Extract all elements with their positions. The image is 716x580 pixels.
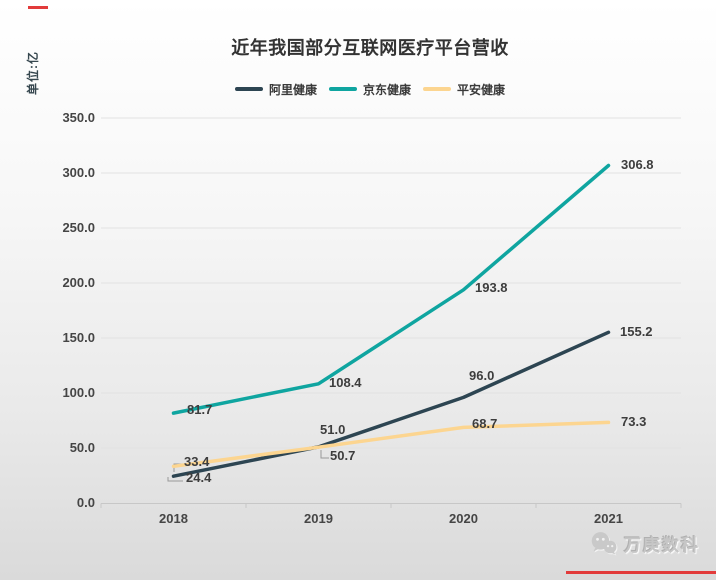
accent-line-top <box>28 6 48 9</box>
legend-item: 阿里健康 <box>234 81 317 98</box>
data-label-阿里健康-2020: 96.0 <box>469 368 495 383</box>
legend-line-swatch <box>423 87 451 91</box>
y-axis-tick-label: 200.0 <box>62 275 95 290</box>
x-axis-year-label: 2018 <box>159 511 188 526</box>
data-label-平安健康-2018: 33.4 <box>184 454 210 469</box>
x-axis-year-label: 2020 <box>449 511 478 526</box>
x-axis-year-label: 2021 <box>594 511 623 526</box>
label-leader-line <box>320 450 329 459</box>
series-line-京东健康 <box>171 163 611 415</box>
y-axis-tick-label: 350.0 <box>62 110 95 125</box>
data-label-京东健康-2021: 306.8 <box>621 157 654 172</box>
y-axis-tick-label: 300.0 <box>62 165 95 180</box>
y-axis-tick-label: 0.0 <box>76 495 95 510</box>
y-axis-tick-label: 150.0 <box>62 330 95 345</box>
data-label-阿里健康-2021: 155.2 <box>620 324 653 339</box>
series-line-平安健康 <box>171 420 611 469</box>
data-label-阿里健康-2018: 24.4 <box>186 470 212 485</box>
accent-line-bottom <box>566 571 716 574</box>
chart-title: 近年我国部分互联网医疗平台营收 <box>231 38 509 58</box>
legend-item: 平安健康 <box>423 81 505 98</box>
legend: 阿里健康 京东健康 平安健康 <box>12 79 716 99</box>
x-axis-year-label: 2019 <box>304 511 333 526</box>
data-label-平安健康-2019: 50.7 <box>330 448 356 463</box>
legend-line-swatch <box>328 87 357 91</box>
wechat-icon <box>591 532 617 555</box>
watermark-logo: 万庚数科 <box>590 531 700 556</box>
legend-label: 平安健康 <box>457 82 506 97</box>
legend-label: 阿里健康 <box>268 82 317 97</box>
data-label-平安健康-2021: 73.3 <box>621 414 647 429</box>
legend-line-swatch <box>234 87 263 91</box>
data-label-京东健康-2018: 81.7 <box>187 402 213 417</box>
data-label-平安健康-2020: 68.7 <box>472 416 498 431</box>
y-axis-tick-label: 100.0 <box>62 385 95 400</box>
series-line-阿里健康 <box>171 330 611 478</box>
data-label-京东健康-2020: 193.8 <box>475 280 508 295</box>
label-leader-line <box>167 477 183 482</box>
y-axis-tick-label: 250.0 <box>62 220 95 235</box>
data-label-阿里健康-2019: 51.0 <box>320 422 346 437</box>
y-axis-tick-label: 50.0 <box>69 440 95 455</box>
data-label-京东健康-2019: 108.4 <box>329 375 362 390</box>
legend-label: 京东健康 <box>362 82 411 97</box>
legend-item: 京东健康 <box>328 81 411 98</box>
watermark-text: 万庚数科 <box>624 536 700 555</box>
